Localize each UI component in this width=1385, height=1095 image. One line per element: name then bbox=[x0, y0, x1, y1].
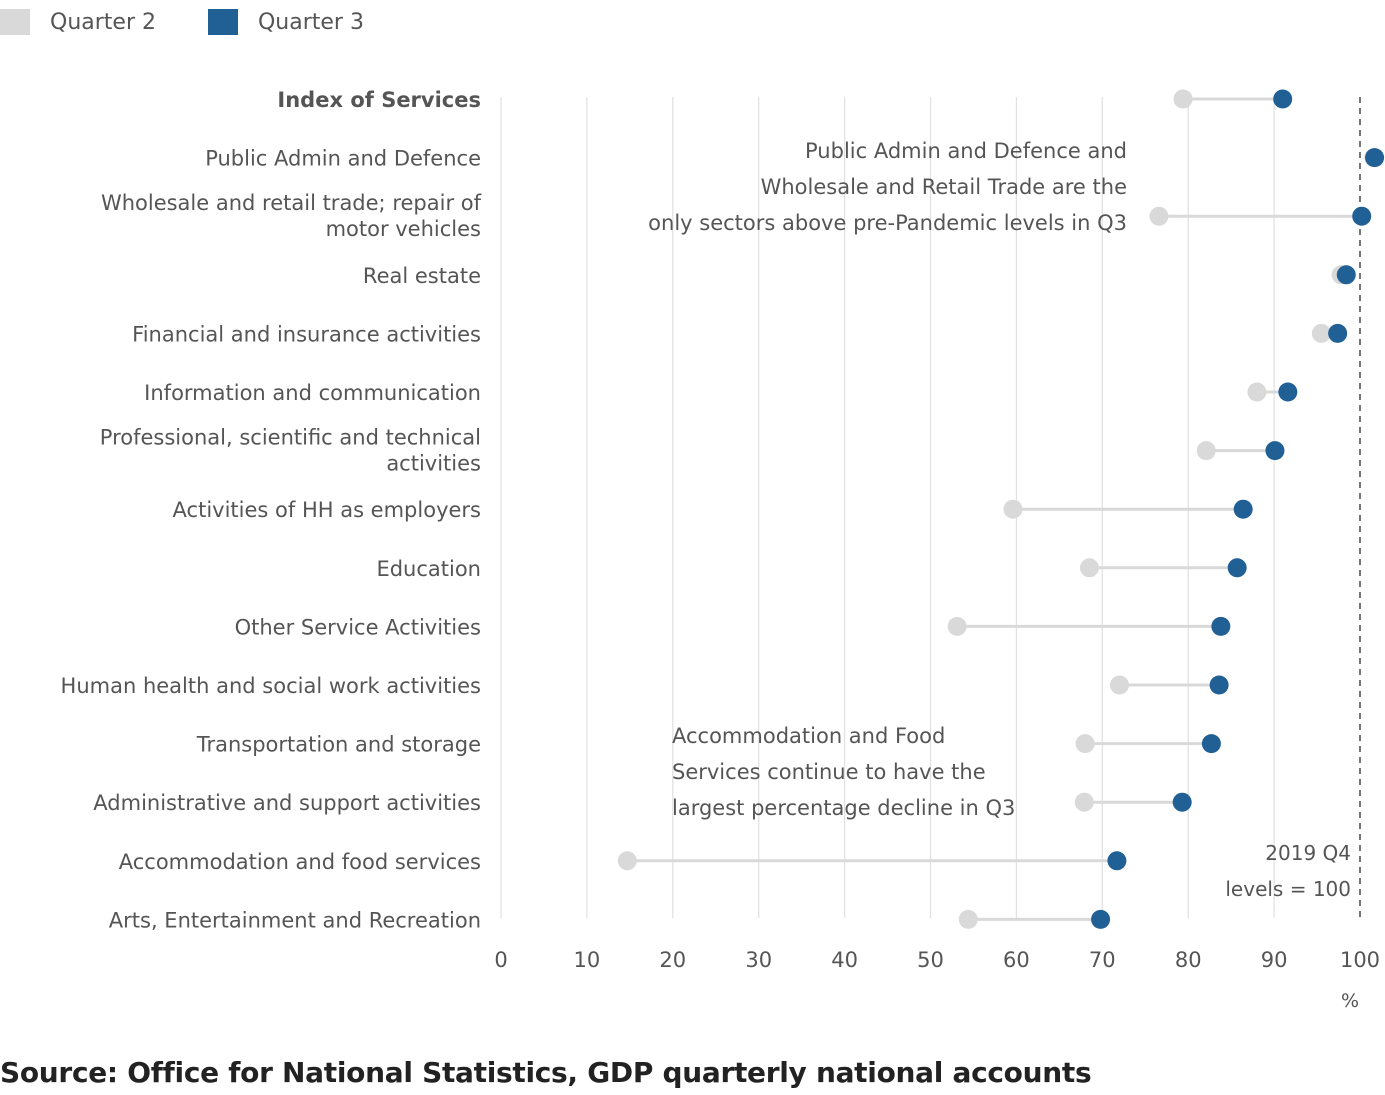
legend-label-quarter-2: Quarter 2 bbox=[50, 9, 156, 35]
category-label-administrative-and-support-activities: Administrative and support activities bbox=[93, 791, 481, 815]
point-quarter-2-transportation-and-storage bbox=[1075, 734, 1095, 754]
point-quarter-3-activities-of-hh-as-employers bbox=[1233, 499, 1253, 519]
category-label-other-service-activities: Other Service Activities bbox=[235, 615, 481, 639]
point-quarter-2-financial-and-insurance-activities bbox=[1311, 323, 1331, 343]
point-quarter-2-administrative-and-support-activities bbox=[1074, 792, 1094, 812]
point-quarter-3-professional-scientific-and-technical-activities bbox=[1265, 441, 1285, 461]
category-label-wholesale-and-retail-trade-repair-of-motor-vehicles-line-2: motor vehicles bbox=[326, 217, 481, 241]
legend-swatch-quarter-3 bbox=[207, 9, 238, 35]
point-quarter-2-human-health-and-social-work-activities bbox=[1109, 675, 1129, 695]
x-tick-label-100: 100 bbox=[1340, 948, 1380, 972]
point-quarter-2-education bbox=[1079, 558, 1099, 578]
point-quarter-3-other-service-activities bbox=[1211, 616, 1231, 636]
annotation-public-admin-line-3: only sectors above pre-Pandemic levels i… bbox=[648, 211, 1127, 235]
point-quarter-2-activities-of-hh-as-employers bbox=[1003, 499, 1023, 519]
point-quarter-2-information-and-communication bbox=[1247, 382, 1267, 402]
point-quarter-3-education bbox=[1227, 558, 1247, 578]
point-quarter-2-professional-scientific-and-technical-activities bbox=[1196, 441, 1216, 461]
category-label-financial-and-insurance-activities: Financial and insurance activities bbox=[132, 322, 481, 346]
point-quarter-3-arts-entertainment-and-recreation bbox=[1091, 909, 1111, 929]
point-quarter-3-information-and-communication bbox=[1278, 382, 1298, 402]
x-tick-label-60: 60 bbox=[1003, 948, 1030, 972]
point-quarter-2-accommodation-and-food-services bbox=[617, 851, 637, 871]
category-label-information-and-communication: Information and communication bbox=[144, 381, 481, 405]
annotation-public-admin-line-2: Wholesale and Retail Trade are the bbox=[761, 175, 1127, 199]
annotation-public-admin-line-1: Public Admin and Defence and bbox=[805, 139, 1127, 163]
x-tick-label-90: 90 bbox=[1261, 948, 1288, 972]
category-label-activities-of-hh-as-employers: Activities of HH as employers bbox=[173, 498, 481, 522]
category-label-arts-entertainment-and-recreation: Arts, Entertainment and Recreation bbox=[109, 908, 481, 932]
x-tick-label-80: 80 bbox=[1175, 948, 1202, 972]
point-quarter-2-wholesale-and-retail-trade-repair-of-motor-vehicles bbox=[1149, 206, 1169, 226]
x-tick-label-70: 70 bbox=[1089, 948, 1116, 972]
point-quarter-2-arts-entertainment-and-recreation bbox=[958, 909, 978, 929]
point-quarter-3-wholesale-and-retail-trade-repair-of-motor-vehicles bbox=[1352, 206, 1372, 226]
category-label-public-admin-and-defence: Public Admin and Defence bbox=[205, 147, 481, 171]
legend-item-quarter-3: Quarter 3 bbox=[207, 9, 364, 35]
plot-area: 0 10 20 30 40 50 60 70 80 90 100% Public Admin and … bbox=[61, 88, 1385, 1012]
x-tick-label-50: 50 bbox=[917, 948, 944, 972]
source-note: Source: Office for National Statistics, … bbox=[0, 1056, 1092, 1089]
point-quarter-3-transportation-and-storage bbox=[1201, 734, 1221, 754]
annotation-accommodation-line-2: Services continue to have the bbox=[672, 760, 986, 784]
x-tick-label-20: 20 bbox=[659, 948, 686, 972]
point-quarter-3-human-health-and-social-work-activities bbox=[1209, 675, 1229, 695]
legend-swatch-quarter-2 bbox=[0, 9, 30, 35]
point-quarter-3-administrative-and-support-activities bbox=[1172, 792, 1192, 812]
category-label-wholesale-and-retail-trade-repair-of-motor-vehicles-line-1: Wholesale and retail trade; repair of bbox=[101, 191, 482, 215]
category-label-professional-scientific-and-technical-activities-line-2: activities bbox=[386, 452, 481, 476]
point-quarter-2-index-of-services bbox=[1173, 89, 1193, 109]
x-tick-label-30: 30 bbox=[745, 948, 772, 972]
x-tick-label-40: 40 bbox=[831, 948, 858, 972]
legend: Quarter 2 Quarter 3 bbox=[0, 4, 416, 40]
category-label-education: Education bbox=[376, 557, 481, 581]
category-label-accommodation-and-food-services: Accommodation and food services bbox=[119, 850, 481, 874]
category-label-transportation-and-storage: Transportation and storage bbox=[196, 733, 481, 757]
point-quarter-3-financial-and-insurance-activities bbox=[1328, 323, 1348, 343]
legend-item-quarter-2: Quarter 2 bbox=[0, 9, 156, 35]
legend-label-quarter-3: Quarter 3 bbox=[257, 9, 364, 35]
point-quarter-3-public-admin-and-defence bbox=[1365, 148, 1385, 168]
annotation-accommodation-line-1: Accommodation and Food bbox=[672, 724, 945, 748]
point-quarter-3-real-estate bbox=[1336, 265, 1356, 285]
category-label-human-health-and-social-work-activities: Human health and social work activities bbox=[61, 674, 481, 698]
x-tick-label-0: 0 bbox=[494, 948, 507, 972]
annotation-accommodation-line-3: largest percentage decline in Q3 bbox=[672, 796, 1015, 820]
point-quarter-3-index-of-services bbox=[1273, 89, 1293, 109]
point-quarter-2-other-service-activities bbox=[947, 616, 967, 636]
point-quarter-3-accommodation-and-food-services bbox=[1107, 851, 1127, 871]
category-label-index-of-services: Index of Services bbox=[277, 88, 481, 112]
reference-label-line-1: 2019 Q4 bbox=[1265, 841, 1351, 865]
category-label-real-estate: Real estate bbox=[363, 264, 481, 288]
reference-label-line-2: levels = 100 bbox=[1225, 877, 1351, 901]
x-axis-unit: % bbox=[1341, 990, 1359, 1012]
x-tick-label-10: 10 bbox=[574, 948, 601, 972]
category-label-professional-scientific-and-technical-activities-line-1: Professional, scientific and technical bbox=[100, 426, 481, 450]
